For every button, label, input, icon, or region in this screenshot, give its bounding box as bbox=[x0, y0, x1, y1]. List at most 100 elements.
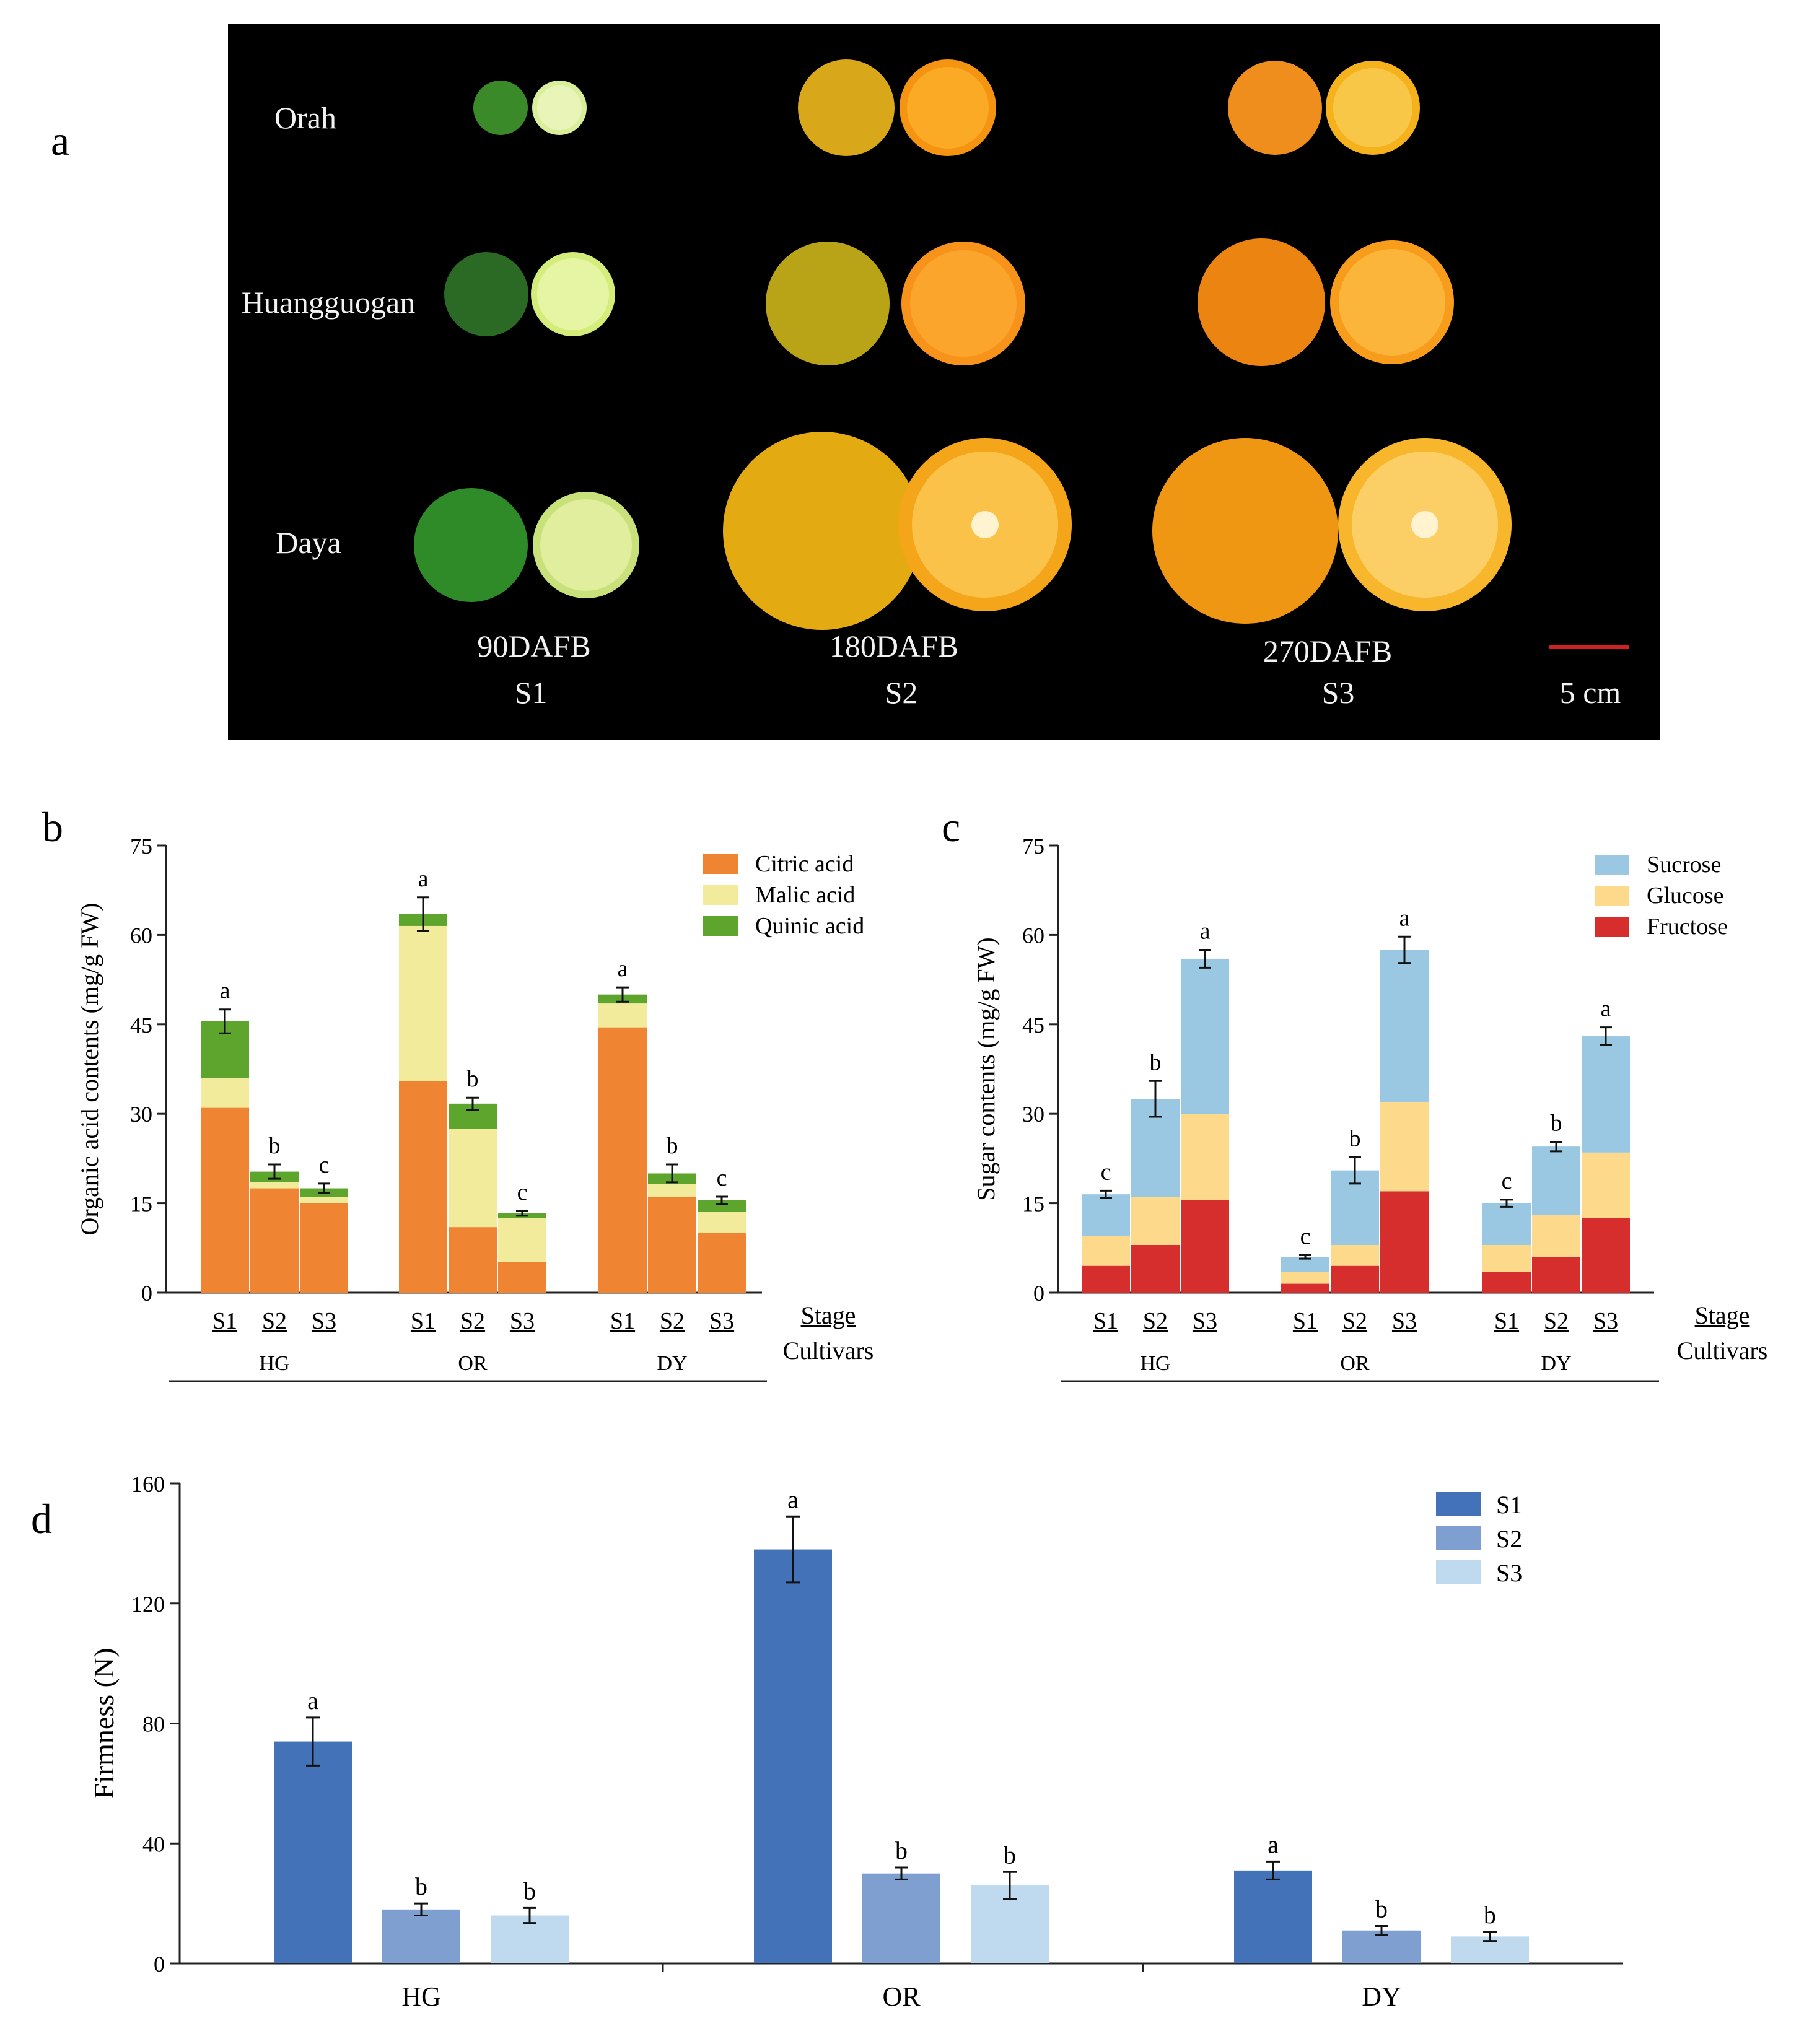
bar-citric-acid bbox=[498, 1261, 546, 1293]
stage-label-3: S3 bbox=[1322, 675, 1355, 710]
bar-malic-acid bbox=[598, 1003, 647, 1028]
significance-letter: b bbox=[895, 1837, 908, 1864]
group-label: DY bbox=[657, 1352, 687, 1375]
bar-s2 bbox=[862, 1873, 940, 1963]
legend-swatch bbox=[1436, 1526, 1481, 1550]
legend-label: Malic acid bbox=[755, 882, 855, 908]
stage-tick-label: S3 bbox=[1193, 1308, 1217, 1334]
bar-sucrose bbox=[1380, 950, 1429, 1102]
bar-malic-acid bbox=[201, 1078, 249, 1108]
bar-fructose bbox=[1181, 1200, 1229, 1293]
bar-citric-acid bbox=[250, 1188, 299, 1293]
bar-glucose bbox=[1181, 1114, 1229, 1200]
bar-s1 bbox=[754, 1549, 832, 1963]
significance-letter: b bbox=[1004, 1841, 1016, 1869]
bar-quinic-acid bbox=[698, 1200, 746, 1213]
group-label: HG bbox=[259, 1352, 289, 1375]
stage-dafb-1: 90DAFB bbox=[477, 629, 590, 663]
scale-bar-label: 5 cm bbox=[1560, 675, 1621, 710]
group-label: DY bbox=[1541, 1352, 1571, 1375]
bar-s1 bbox=[274, 1741, 352, 1963]
legend-label: S3 bbox=[1496, 1559, 1522, 1587]
bar-citric-acid bbox=[698, 1233, 746, 1293]
photo-panel: Orah Huangguogan Daya 90DAFB bbox=[228, 24, 1660, 740]
legend-swatch bbox=[703, 854, 738, 874]
y-tick-label: 0 bbox=[154, 1952, 165, 1976]
legend-label: Sucrose bbox=[1647, 852, 1721, 878]
stage-tick-label: S2 bbox=[1342, 1308, 1367, 1334]
y-tick-label: 60 bbox=[1022, 923, 1044, 948]
fruit-orah-s2 bbox=[798, 59, 996, 156]
group-label: OR bbox=[458, 1352, 488, 1375]
legend-label: Fructose bbox=[1647, 914, 1728, 940]
stage-tick-label: S1 bbox=[411, 1308, 436, 1334]
bar-fructose bbox=[1131, 1244, 1180, 1293]
bar-glucose bbox=[1331, 1244, 1379, 1266]
legend-swatch bbox=[1595, 917, 1629, 937]
stage-tick-label: S1 bbox=[1293, 1308, 1318, 1334]
x-tick-label: DY bbox=[1362, 1981, 1401, 2012]
stage-tick-label: S3 bbox=[709, 1308, 734, 1334]
bar-glucose bbox=[1380, 1101, 1429, 1192]
chart-organic-acid: 0 15 30 45 60 75 Organic acid contents (mg/g F… bbox=[76, 834, 874, 1382]
legend-label: Glucose bbox=[1647, 883, 1724, 909]
stage-tick-label: S1 bbox=[1494, 1308, 1519, 1334]
y-tick-label: 15 bbox=[1022, 1192, 1044, 1216]
bar-fructose bbox=[1582, 1218, 1630, 1293]
bar-malic-acid bbox=[399, 925, 447, 1081]
significance-letter: b bbox=[1150, 1049, 1162, 1075]
stage-tick-label: S2 bbox=[1143, 1308, 1168, 1334]
row-label-orah: Orah bbox=[274, 100, 336, 135]
significance-letter: b bbox=[1484, 1901, 1496, 1929]
stage-dafb-2: 180DAFB bbox=[830, 629, 958, 663]
y-tick-label: 75 bbox=[1022, 834, 1044, 858]
significance-letter: c bbox=[319, 1152, 330, 1178]
legend-label: Quinic acid bbox=[755, 913, 864, 939]
bar-citric-acid bbox=[598, 1027, 647, 1293]
fruit-daya-s1 bbox=[414, 488, 639, 602]
significance-letter: b bbox=[1375, 1895, 1388, 1923]
stage-tick-label: S2 bbox=[460, 1308, 485, 1334]
panel-label-c: c bbox=[942, 803, 960, 850]
bar-malic-acid bbox=[698, 1212, 746, 1233]
bar-citric-acid bbox=[648, 1197, 696, 1293]
y-tick-label: 60 bbox=[130, 923, 152, 948]
significance-letter: c bbox=[1300, 1223, 1311, 1249]
bar-sucrose bbox=[1482, 1203, 1531, 1245]
significance-letter: c bbox=[517, 1179, 528, 1205]
significance-letter: b bbox=[467, 1066, 479, 1092]
stage-dafb-3: 270DAFB bbox=[1263, 634, 1392, 668]
significance-letter: b bbox=[1349, 1125, 1361, 1151]
y-tick-label: 120 bbox=[131, 1592, 165, 1617]
bar-fructose bbox=[1281, 1283, 1329, 1293]
legend-swatch bbox=[1436, 1560, 1481, 1584]
stage-tick-label: S1 bbox=[1093, 1308, 1118, 1334]
bar-fructose bbox=[1331, 1265, 1379, 1293]
significance-letter: b bbox=[523, 1877, 536, 1905]
y-tick-label: 160 bbox=[131, 1472, 165, 1496]
bar-citric-acid bbox=[399, 1081, 447, 1293]
y-tick-label: 30 bbox=[1022, 1102, 1044, 1127]
y-axis-label: Sugar contents (mg/g FW) bbox=[972, 937, 1000, 1201]
significance-letter: c bbox=[1101, 1159, 1111, 1185]
significance-letter: a bbox=[1200, 918, 1211, 944]
stage-axis-label: Stage bbox=[1695, 1301, 1750, 1329]
bar-fructose bbox=[1380, 1191, 1429, 1293]
row-label-huangguogan: Huangguogan bbox=[242, 285, 416, 320]
stage-tick-label: S3 bbox=[1593, 1308, 1618, 1334]
significance-letter: b bbox=[1551, 1110, 1562, 1136]
significance-letter: a bbox=[787, 1485, 799, 1513]
y-tick-label: 45 bbox=[130, 1013, 152, 1037]
bar-citric-acid bbox=[201, 1107, 249, 1293]
y-tick-label: 0 bbox=[1033, 1281, 1044, 1306]
bar-glucose bbox=[1281, 1272, 1329, 1284]
panel-label-b: b bbox=[42, 803, 63, 850]
y-tick-label: 45 bbox=[1022, 1013, 1044, 1037]
y-tick-label: 40 bbox=[142, 1832, 165, 1856]
significance-letter: a bbox=[1399, 905, 1410, 931]
significance-letter: b bbox=[269, 1133, 281, 1159]
fruit-huangguogan-s2 bbox=[766, 242, 1025, 365]
stage-tick-label: S1 bbox=[610, 1308, 635, 1334]
bar-s2 bbox=[1342, 1930, 1421, 1963]
panel-label-d: d bbox=[31, 1495, 52, 1542]
